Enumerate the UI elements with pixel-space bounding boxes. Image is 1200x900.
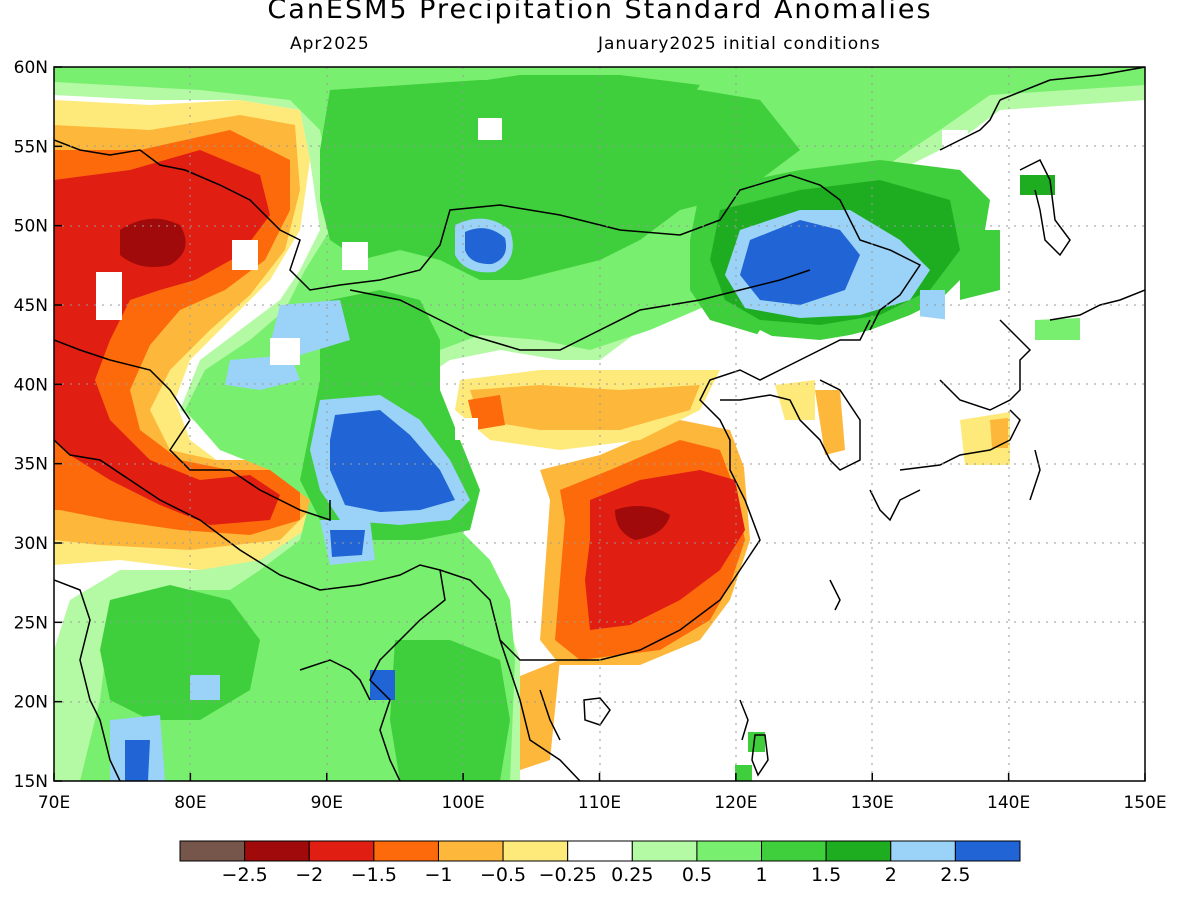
lon-tick-label: 100E: [442, 793, 485, 813]
lon-tick-label: 70E: [38, 793, 70, 813]
colorbar-swatch: [179, 840, 246, 862]
lon-tick-label: 80E: [174, 793, 206, 813]
dry-west-region: [54, 100, 330, 570]
colorbar-swatch: [631, 840, 698, 862]
lat-tick-label: 15N: [14, 772, 48, 792]
colorbar-label: 0.25: [611, 864, 653, 886]
anomaly-field: [54, 67, 1145, 781]
no-data-ocean: [720, 230, 1145, 781]
colorbar-label: 1: [755, 864, 767, 886]
map-title: CanESM5 Precipitation Standard Anomalies: [267, 0, 933, 25]
colorbar-label: 2.5: [940, 864, 970, 886]
lon-tick-label: 120E: [714, 793, 757, 813]
lat-tick-label: 25N: [14, 613, 48, 633]
lat-tick-label: 50N: [14, 217, 48, 237]
colorbar-swatch: [890, 840, 956, 862]
colorbar-swatch: [567, 840, 633, 862]
colorbar-label: 0.5: [682, 864, 712, 886]
colorbar-swatch: [373, 840, 439, 862]
initial-conditions: January2025 initial conditions: [598, 34, 881, 54]
coastline-borders: [54, 67, 1145, 781]
lat-tick-label: 45N: [14, 296, 48, 316]
colorbar-label: 1.5: [811, 864, 841, 886]
lat-tick-label: 30N: [14, 534, 48, 554]
lon-tick-label: 110E: [578, 793, 621, 813]
colorbar-swatch: [437, 840, 504, 862]
colorbar-label: −1: [424, 864, 452, 886]
lat-tick-label: 55N: [14, 137, 48, 157]
lat-tick-label: 40N: [14, 375, 48, 395]
colorbar-label: −2.5: [222, 864, 268, 886]
lat-tick-label: 60N: [14, 58, 48, 78]
colorbar-label: −0.25: [539, 864, 597, 886]
lat-tick-label: 35N: [14, 455, 48, 475]
colorbar-label: −1.5: [351, 864, 397, 886]
colorbar-swatch: [502, 840, 569, 862]
colorbar-swatch: [244, 840, 310, 862]
dry-southeast-region: [540, 420, 760, 665]
colorbar-labels: −2.5 −2 −1.5 −1 −0.5 −0.25 0.25 0.5 1 1.5 2 2.5: [222, 864, 971, 886]
colorbar-swatch: [696, 840, 763, 862]
colorbar-label: −0.5: [480, 864, 526, 886]
lon-tick-label: 130E: [851, 793, 894, 813]
colorbar-swatch: [954, 840, 1021, 862]
colorbar-swatch: [308, 840, 375, 862]
colorbar-swatch: [761, 840, 827, 862]
lon-tick-label: 90E: [311, 793, 343, 813]
lon-tick-label: 140E: [987, 793, 1030, 813]
valid-month: Apr2025: [290, 34, 370, 54]
gridlines: [54, 67, 1145, 781]
colorbar-label: 2: [885, 864, 897, 886]
lon-tick-label: 150E: [1123, 793, 1166, 813]
colorbar-swatch: [825, 840, 892, 862]
colorbar-label: −2: [295, 864, 323, 886]
wet-regions: [54, 67, 1145, 781]
lat-tick-label: 20N: [14, 693, 48, 713]
colorbar: [179, 840, 1021, 862]
